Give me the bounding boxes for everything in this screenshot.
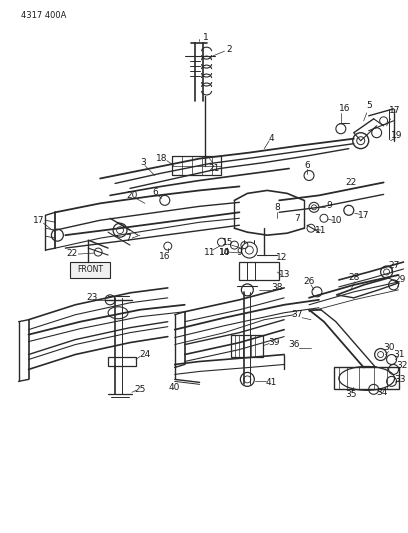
Text: 22: 22: [345, 178, 357, 187]
Text: 5: 5: [366, 101, 372, 110]
Text: 16: 16: [339, 104, 350, 114]
Text: 26: 26: [303, 277, 315, 286]
Text: 20: 20: [126, 191, 137, 200]
Text: 24: 24: [139, 350, 151, 359]
Text: 22: 22: [67, 248, 78, 257]
Text: 33: 33: [395, 375, 406, 384]
Text: 2: 2: [226, 45, 232, 54]
Text: 11: 11: [315, 225, 327, 235]
Text: 27: 27: [388, 261, 399, 270]
Text: 21: 21: [209, 164, 220, 173]
Text: 3: 3: [140, 158, 146, 167]
Text: 18: 18: [156, 154, 168, 163]
Text: 7: 7: [294, 214, 300, 223]
Text: 25: 25: [134, 385, 146, 394]
Text: 39: 39: [268, 338, 280, 347]
Text: 11: 11: [204, 247, 215, 256]
Text: 34: 34: [376, 388, 387, 397]
Text: 4: 4: [268, 134, 274, 143]
Bar: [231, 335, 263, 357]
Text: 1: 1: [203, 33, 208, 42]
Text: 6: 6: [304, 161, 310, 170]
Text: 35: 35: [345, 390, 357, 399]
Text: 37: 37: [291, 310, 303, 319]
Bar: [239, 262, 279, 280]
Bar: [108, 357, 136, 367]
Text: 4317 400A: 4317 400A: [20, 11, 66, 20]
Text: 9: 9: [237, 247, 242, 256]
Text: 8: 8: [274, 203, 280, 212]
Text: 9: 9: [326, 201, 332, 210]
Text: 17: 17: [33, 216, 44, 225]
Bar: [172, 156, 222, 175]
Text: 19: 19: [391, 131, 402, 140]
Text: 10: 10: [331, 216, 343, 225]
Text: 17: 17: [358, 211, 370, 220]
Text: 7: 7: [125, 233, 131, 243]
Text: 31: 31: [393, 350, 404, 359]
Text: 29: 29: [395, 276, 406, 285]
Bar: [70, 262, 110, 278]
Text: 6: 6: [152, 188, 158, 197]
Text: 23: 23: [86, 293, 98, 302]
Text: 16: 16: [159, 252, 171, 261]
Text: 40: 40: [169, 383, 180, 392]
Text: FRONT: FRONT: [77, 265, 103, 274]
Text: 12: 12: [275, 253, 287, 262]
Text: 13: 13: [279, 270, 291, 279]
Text: 32: 32: [396, 361, 407, 370]
Bar: [334, 367, 399, 389]
Text: 15: 15: [222, 238, 233, 247]
Text: 36: 36: [288, 340, 300, 349]
Text: 28: 28: [348, 273, 359, 282]
Text: 38: 38: [271, 284, 283, 293]
Text: 41: 41: [266, 378, 277, 387]
Text: 17: 17: [389, 107, 400, 115]
Text: 30: 30: [383, 343, 395, 352]
Text: 14: 14: [219, 247, 230, 256]
Text: 10: 10: [219, 247, 230, 256]
